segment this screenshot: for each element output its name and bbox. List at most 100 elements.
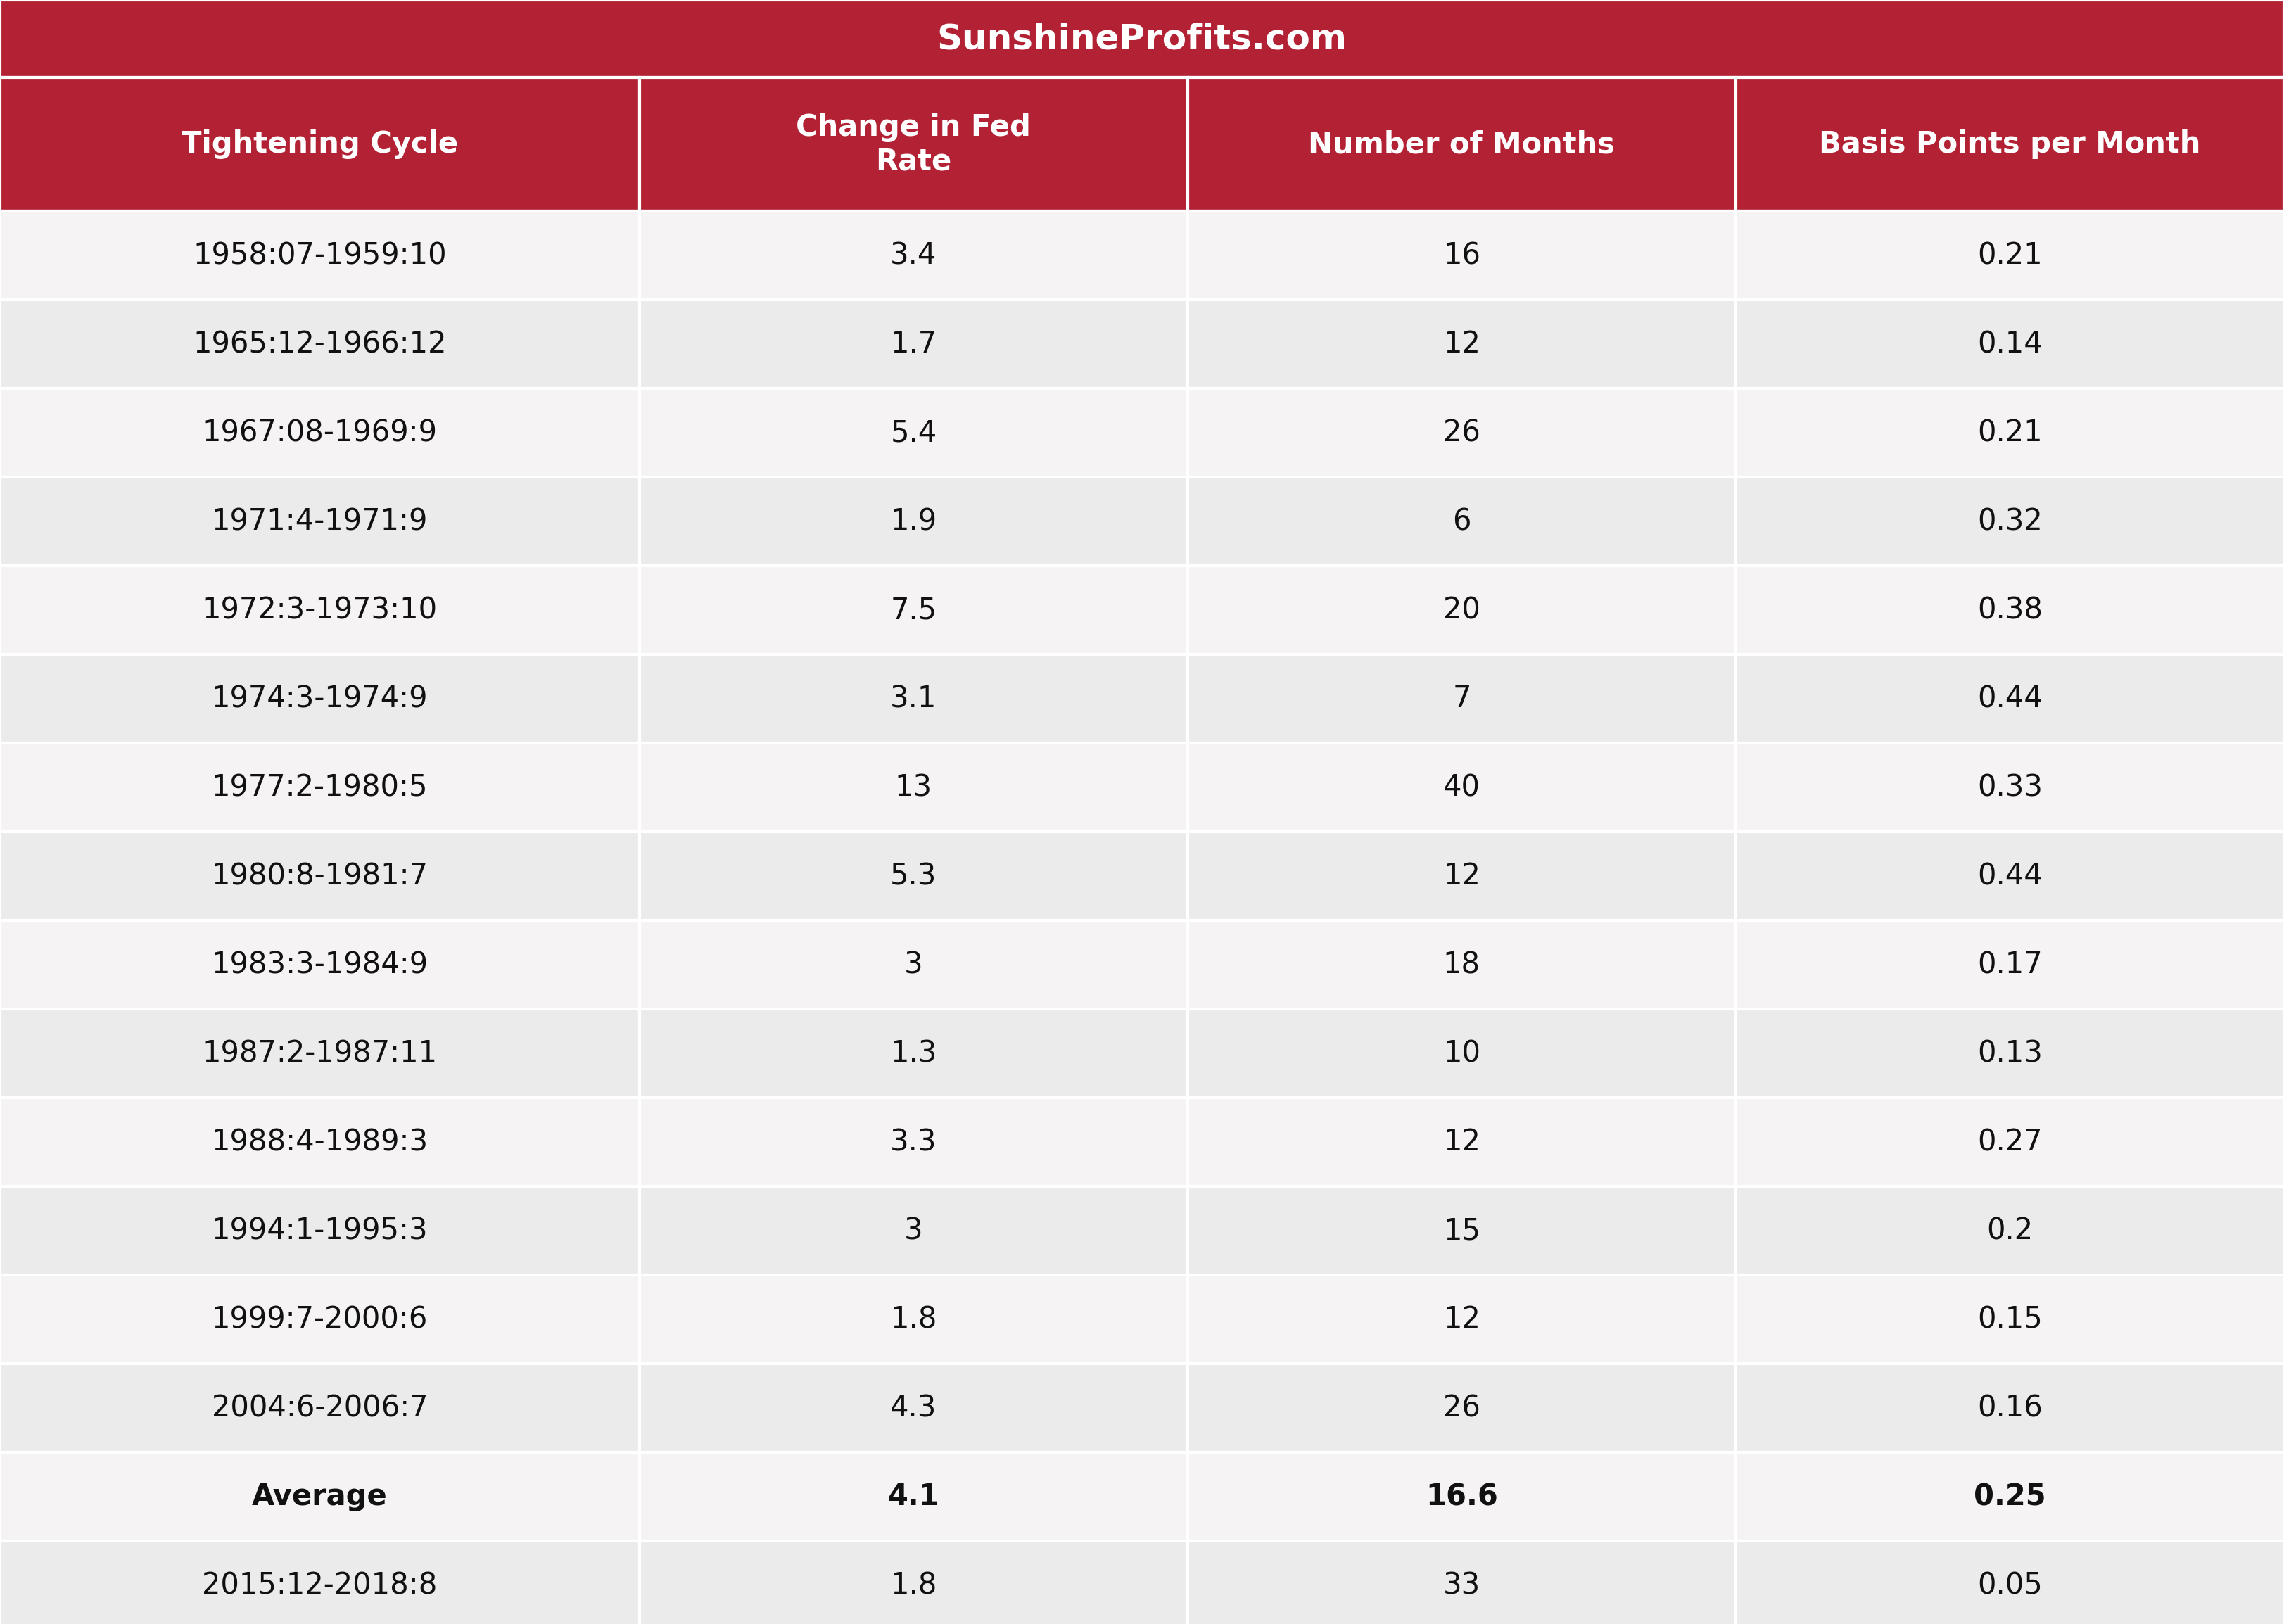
Text: 3.1: 3.1 — [891, 684, 936, 713]
Text: 10: 10 — [1443, 1039, 1480, 1069]
Text: 0.21: 0.21 — [1978, 417, 2042, 448]
Bar — [0, 0, 2284, 78]
Bar — [0, 1187, 640, 1275]
Text: 1987:2-1987:11: 1987:2-1987:11 — [203, 1039, 436, 1069]
Text: 1971:4-1971:9: 1971:4-1971:9 — [212, 507, 427, 536]
Bar — [640, 211, 1188, 300]
Bar — [640, 921, 1188, 1009]
Bar — [1736, 1187, 2284, 1275]
Bar — [0, 921, 640, 1009]
Text: Tightening Cycle: Tightening Cycle — [180, 130, 459, 159]
Text: 1972:3-1973:10: 1972:3-1973:10 — [203, 596, 436, 625]
Bar — [0, 1364, 640, 1452]
Bar — [0, 744, 640, 831]
Bar — [1736, 565, 2284, 654]
Text: 20: 20 — [1443, 596, 1480, 625]
Text: 4.3: 4.3 — [891, 1393, 936, 1423]
Bar — [640, 78, 1188, 211]
Text: Change in Fed
Rate: Change in Fed Rate — [797, 112, 1030, 175]
Text: 0.32: 0.32 — [1978, 507, 2042, 536]
Text: 0.16: 0.16 — [1978, 1393, 2042, 1423]
Text: 0.14: 0.14 — [1978, 330, 2042, 359]
Bar — [1188, 654, 1736, 744]
Bar — [1736, 654, 2284, 744]
Text: 0.13: 0.13 — [1978, 1039, 2042, 1069]
Bar — [640, 1187, 1188, 1275]
Text: 1.8: 1.8 — [891, 1570, 936, 1600]
Bar — [1736, 78, 2284, 211]
Bar — [0, 1541, 640, 1624]
Bar — [1736, 1275, 2284, 1364]
Bar — [0, 300, 640, 388]
Text: 1965:12-1966:12: 1965:12-1966:12 — [192, 330, 448, 359]
Bar — [640, 1009, 1188, 1098]
Bar — [0, 388, 640, 477]
Bar — [1736, 1541, 2284, 1624]
Text: 1.3: 1.3 — [891, 1039, 936, 1069]
Text: 3: 3 — [904, 950, 923, 979]
Text: 0.44: 0.44 — [1978, 684, 2042, 713]
Bar — [640, 831, 1188, 921]
Bar — [0, 654, 640, 744]
Text: 26: 26 — [1443, 1393, 1480, 1423]
Bar — [640, 388, 1188, 477]
Bar — [1736, 388, 2284, 477]
Bar — [1188, 921, 1736, 1009]
Text: 6: 6 — [1453, 507, 1471, 536]
Bar — [0, 78, 640, 211]
Bar — [640, 654, 1188, 744]
Text: 0.33: 0.33 — [1978, 773, 2042, 802]
Bar — [1736, 744, 2284, 831]
Text: 2004:6-2006:7: 2004:6-2006:7 — [212, 1393, 427, 1423]
Bar — [1736, 211, 2284, 300]
Text: 0.17: 0.17 — [1978, 950, 2042, 979]
Text: 5.3: 5.3 — [891, 861, 936, 892]
Text: 0.21: 0.21 — [1978, 240, 2042, 270]
Text: 16.6: 16.6 — [1425, 1481, 1498, 1512]
Text: 1.7: 1.7 — [891, 330, 936, 359]
Text: 3: 3 — [904, 1216, 923, 1246]
Text: 1988:4-1989:3: 1988:4-1989:3 — [212, 1127, 427, 1156]
Bar — [640, 1098, 1188, 1187]
Bar — [1188, 477, 1736, 565]
Text: 1.8: 1.8 — [891, 1304, 936, 1333]
Text: 0.44: 0.44 — [1978, 861, 2042, 892]
Bar — [0, 1275, 640, 1364]
Text: 3.4: 3.4 — [891, 240, 936, 270]
Bar — [1736, 300, 2284, 388]
Text: 1967:08-1969:9: 1967:08-1969:9 — [203, 417, 436, 448]
Bar — [1188, 744, 1736, 831]
Bar — [1188, 1009, 1736, 1098]
Bar — [1736, 1364, 2284, 1452]
Text: 4.1: 4.1 — [888, 1481, 939, 1512]
Bar — [1188, 1541, 1736, 1624]
Bar — [0, 565, 640, 654]
Bar — [640, 1364, 1188, 1452]
Text: SunshineProfits.com: SunshineProfits.com — [936, 21, 1348, 55]
Text: 0.38: 0.38 — [1978, 596, 2042, 625]
Text: 1977:2-1980:5: 1977:2-1980:5 — [212, 773, 427, 802]
Text: 1983:3-1984:9: 1983:3-1984:9 — [212, 950, 427, 979]
Bar — [1736, 1009, 2284, 1098]
Bar — [1736, 1098, 2284, 1187]
Text: 7.5: 7.5 — [891, 596, 936, 625]
Text: 1974:3-1974:9: 1974:3-1974:9 — [212, 684, 427, 713]
Text: 0.15: 0.15 — [1978, 1304, 2042, 1333]
Bar — [640, 565, 1188, 654]
Bar — [1188, 565, 1736, 654]
Bar — [1188, 831, 1736, 921]
Text: 1.9: 1.9 — [891, 507, 936, 536]
Text: 1980:8-1981:7: 1980:8-1981:7 — [212, 861, 427, 892]
Text: Average: Average — [251, 1481, 388, 1512]
Bar — [640, 1541, 1188, 1624]
Bar — [640, 1452, 1188, 1541]
Bar — [640, 744, 1188, 831]
Bar — [0, 831, 640, 921]
Bar — [1188, 211, 1736, 300]
Bar — [1188, 78, 1736, 211]
Text: 0.2: 0.2 — [1987, 1216, 2033, 1246]
Text: 12: 12 — [1443, 1127, 1480, 1156]
Text: 2015:12-2018:8: 2015:12-2018:8 — [201, 1570, 439, 1600]
Bar — [640, 300, 1188, 388]
Bar — [1736, 831, 2284, 921]
